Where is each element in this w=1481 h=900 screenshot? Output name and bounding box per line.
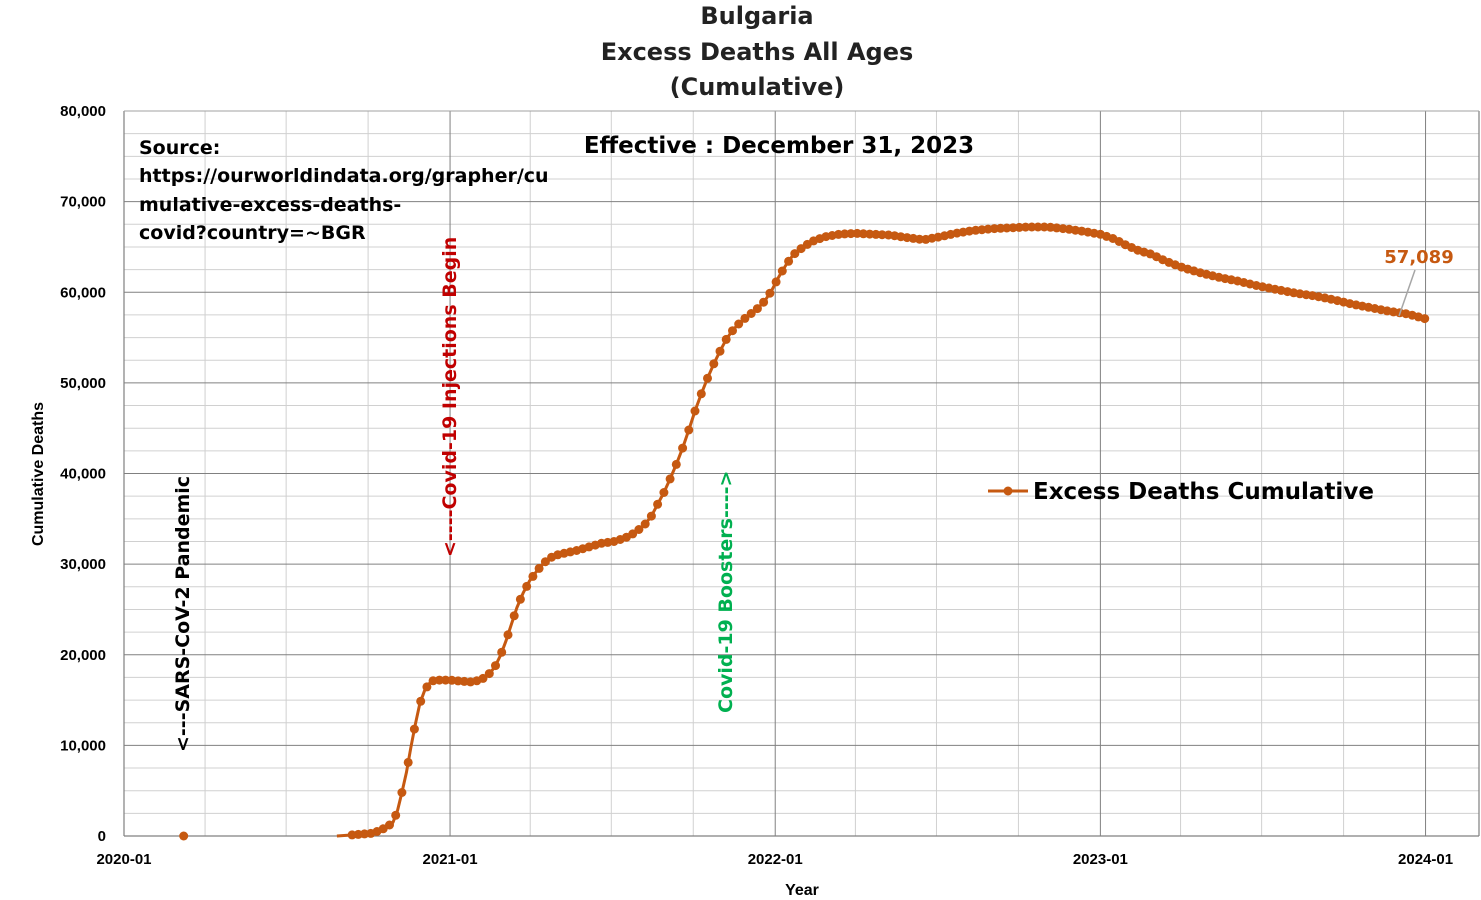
data-point bbox=[509, 611, 519, 621]
source-line-1: Source: bbox=[139, 137, 220, 159]
x-tick-label: 2023-01 bbox=[1073, 851, 1128, 868]
chart-title: Bulgaria Excess Deaths All Ages (Cumulat… bbox=[601, 2, 914, 101]
x-tick-label: 2021-01 bbox=[423, 851, 478, 868]
data-point bbox=[703, 373, 712, 383]
data-point bbox=[715, 346, 725, 356]
data-point bbox=[678, 443, 688, 453]
data-point bbox=[522, 581, 532, 591]
data-point bbox=[534, 563, 544, 573]
data-point bbox=[752, 304, 762, 314]
data-point bbox=[721, 334, 731, 344]
data-point bbox=[784, 256, 794, 266]
data-point bbox=[540, 557, 550, 567]
data-point bbox=[684, 425, 694, 435]
plot-grid bbox=[123, 110, 1479, 837]
data-point bbox=[852, 228, 862, 238]
data-point bbox=[690, 406, 700, 416]
data-point bbox=[497, 647, 507, 657]
data-point bbox=[921, 234, 931, 244]
y-tick-label: 40,000 bbox=[60, 466, 106, 483]
data-point bbox=[746, 309, 756, 318]
chart-title-line-1: Bulgaria bbox=[700, 2, 813, 30]
data-point bbox=[640, 519, 650, 529]
boosters-annotation: Covid-19 Boosters----> bbox=[715, 471, 737, 713]
legend-label: Excess Deaths Cumulative bbox=[1033, 479, 1374, 505]
data-point bbox=[1033, 222, 1043, 232]
data-point bbox=[696, 389, 706, 399]
data-point bbox=[409, 724, 419, 734]
data-point bbox=[740, 313, 750, 323]
y-tick-label: 10,000 bbox=[60, 737, 106, 754]
data-point bbox=[671, 459, 681, 469]
y-tick-label: 60,000 bbox=[60, 284, 106, 301]
data-point bbox=[179, 831, 189, 841]
legend-marker-swatch bbox=[1003, 486, 1013, 496]
data-point bbox=[796, 244, 806, 254]
source-line-2: https://ourworldindata.org/grapher/cu bbox=[139, 165, 549, 187]
data-point bbox=[428, 676, 438, 686]
data-point bbox=[403, 757, 413, 767]
y-axis-title: Cumulative Deaths bbox=[30, 402, 47, 546]
last-value-label: 57,089 bbox=[1384, 247, 1453, 268]
data-point bbox=[646, 511, 656, 521]
y-tick-label: 20,000 bbox=[60, 647, 106, 664]
data-point bbox=[653, 499, 663, 509]
data-point bbox=[491, 661, 500, 671]
y-tick-label: 80,000 bbox=[60, 103, 106, 120]
data-point bbox=[765, 288, 775, 298]
data-point bbox=[441, 675, 451, 685]
x-axis-ticks: 2020-01 2021-01 2022-01 2023-01 2024-01 bbox=[96, 851, 1453, 868]
pandemic-annotation: <---SARS-CoV-2 Pandemic bbox=[172, 476, 194, 752]
x-tick-label: 2024-01 bbox=[1398, 851, 1453, 868]
legend: Excess Deaths Cumulative bbox=[988, 479, 1374, 505]
series-excess-deaths bbox=[179, 222, 1430, 841]
data-point bbox=[728, 326, 737, 336]
chart-title-line-3: (Cumulative) bbox=[670, 73, 845, 101]
data-point bbox=[709, 359, 719, 369]
injections-annotation: <----Covid-19 Injections Begin bbox=[439, 237, 461, 557]
data-point bbox=[734, 319, 744, 329]
source-note: Source: https://ourworldindata.org/graph… bbox=[139, 137, 549, 244]
x-tick-label: 2020-01 bbox=[96, 851, 151, 868]
chart-title-line-2: Excess Deaths All Ages bbox=[601, 38, 914, 66]
data-point bbox=[790, 249, 800, 259]
y-tick-label: 70,000 bbox=[60, 194, 106, 211]
effective-date-note: Effective : December 31, 2023 bbox=[584, 133, 974, 159]
y-tick-label: 0 bbox=[98, 828, 106, 845]
data-point bbox=[422, 682, 432, 692]
data-point bbox=[416, 696, 426, 706]
data-point bbox=[528, 571, 538, 581]
last-value-leader-line bbox=[1398, 269, 1416, 317]
data-point bbox=[777, 266, 787, 276]
y-tick-label: 50,000 bbox=[60, 375, 106, 392]
data-point bbox=[515, 594, 525, 604]
x-axis-title: Year bbox=[785, 882, 819, 899]
source-line-4: covid?country=~BGR bbox=[139, 222, 366, 244]
data-point bbox=[347, 830, 357, 840]
y-axis-ticks: 0 10,000 20,000 30,000 40,000 50,000 60,000 70,… bbox=[60, 103, 106, 845]
x-tick-label: 2022-01 bbox=[748, 851, 803, 868]
data-point bbox=[771, 277, 781, 287]
data-point bbox=[547, 552, 557, 562]
data-point bbox=[503, 630, 513, 640]
data-point bbox=[397, 788, 407, 797]
data-point bbox=[391, 810, 401, 820]
data-point bbox=[665, 474, 675, 484]
data-point bbox=[484, 669, 494, 679]
data-point bbox=[659, 488, 669, 497]
data-point bbox=[1039, 222, 1049, 232]
y-tick-label: 30,000 bbox=[60, 556, 106, 573]
data-point bbox=[759, 297, 769, 307]
source-line-3: mulative-excess-deaths- bbox=[139, 194, 401, 216]
